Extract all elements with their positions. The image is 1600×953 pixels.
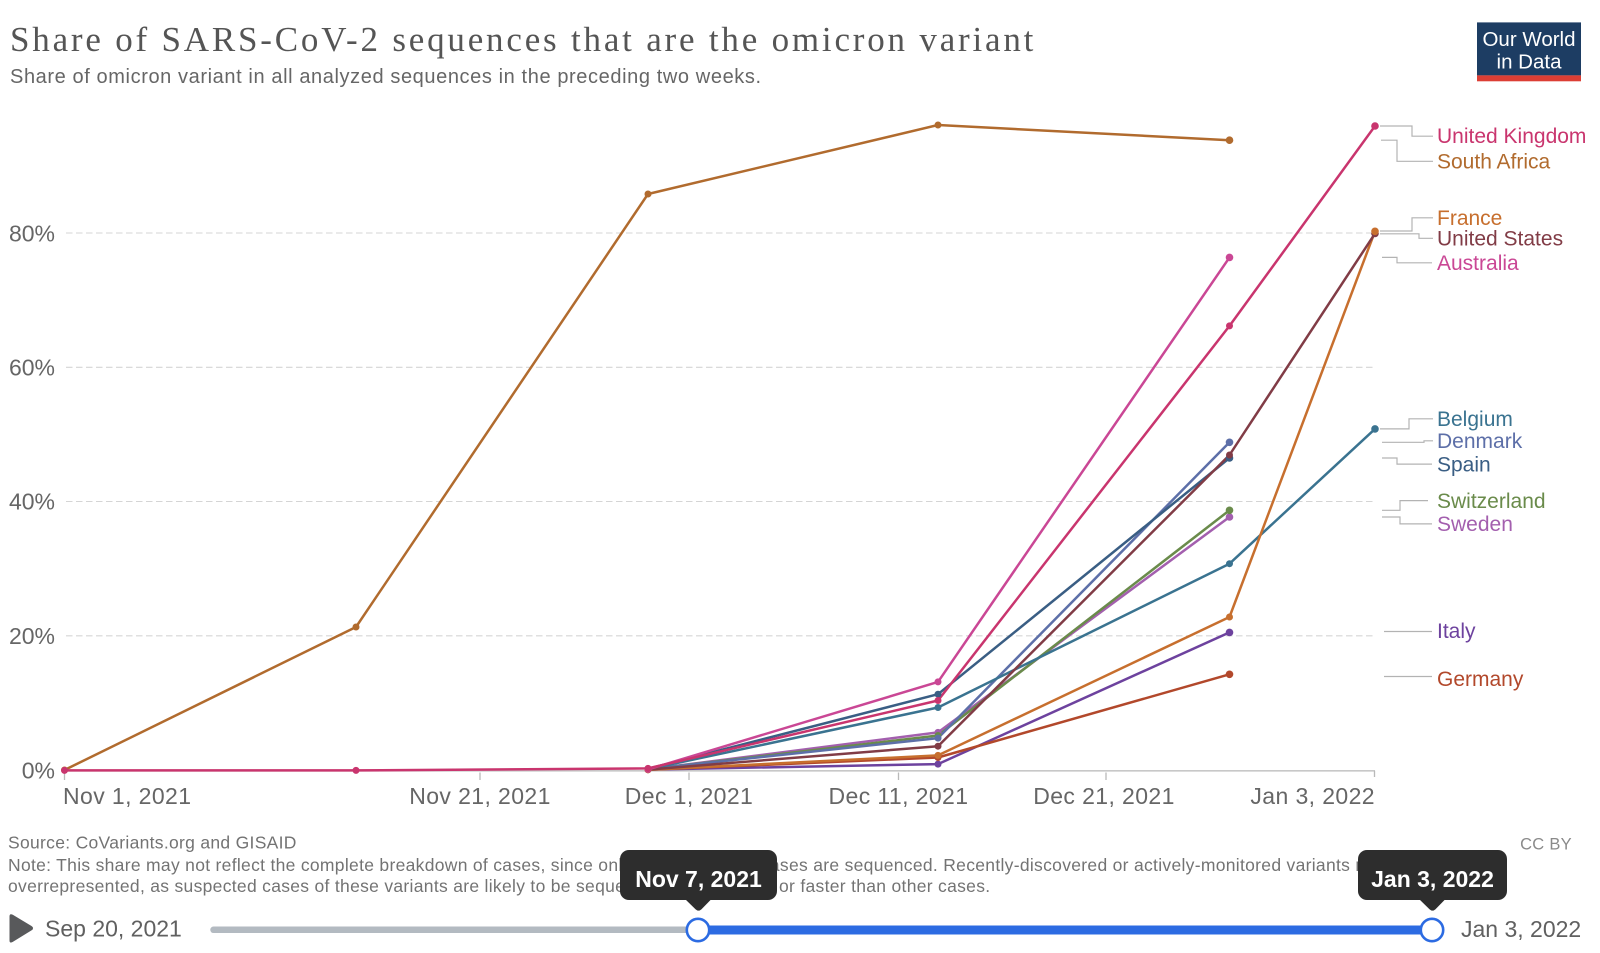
svg-text:60%: 60%	[9, 354, 55, 380]
svg-text:in Data: in Data	[1497, 51, 1563, 74]
svg-text:CC BY: CC BY	[1520, 836, 1572, 854]
svg-text:Switzerland: Switzerland	[1437, 490, 1546, 513]
svg-text:Germany: Germany	[1437, 668, 1524, 691]
svg-text:Nov 1, 2021: Nov 1, 2021	[63, 783, 191, 809]
svg-text:80%: 80%	[9, 220, 55, 246]
svg-text:Share of SARS-CoV-2 sequences: Share of SARS-CoV-2 sequences that are t…	[10, 20, 1036, 59]
svg-text:South Africa: South Africa	[1437, 151, 1551, 174]
svg-text:0%: 0%	[22, 757, 55, 783]
svg-text:40%: 40%	[9, 489, 55, 515]
svg-text:United Kingdom: United Kingdom	[1437, 125, 1586, 148]
svg-text:Sweden: Sweden	[1437, 513, 1513, 536]
svg-text:Dec 1, 2021: Dec 1, 2021	[625, 783, 753, 809]
svg-text:overrepresented, as suspected: overrepresented, as suspected cases of t…	[8, 876, 990, 896]
svg-text:France: France	[1437, 207, 1502, 230]
svg-text:Jan 3, 2022: Jan 3, 2022	[1371, 866, 1494, 892]
svg-text:Nov 7, 2021: Nov 7, 2021	[635, 866, 762, 892]
svg-text:Belgium: Belgium	[1437, 408, 1513, 431]
svg-text:Share of omicron variant in al: Share of omicron variant in all analyzed…	[10, 66, 762, 88]
svg-text:Australia: Australia	[1437, 252, 1519, 275]
svg-text:Jan 3, 2022: Jan 3, 2022	[1250, 783, 1375, 809]
svg-text:Spain: Spain	[1437, 453, 1491, 476]
svg-text:20%: 20%	[9, 623, 55, 649]
svg-text:Sep 20, 2021: Sep 20, 2021	[45, 916, 182, 942]
svg-text:Jan 3, 2022: Jan 3, 2022	[1461, 916, 1581, 942]
svg-text:Our World: Our World	[1482, 28, 1575, 51]
svg-text:Dec 11, 2021: Dec 11, 2021	[829, 783, 969, 809]
svg-text:Source: CoVariants.org and GIS: Source: CoVariants.org and GISAID	[8, 833, 297, 853]
svg-text:Dec 21, 2021: Dec 21, 2021	[1033, 783, 1175, 809]
svg-text:Nov 21, 2021: Nov 21, 2021	[409, 783, 551, 809]
svg-text:Denmark: Denmark	[1437, 430, 1523, 453]
svg-text:United States: United States	[1437, 228, 1563, 251]
svg-text:Italy: Italy	[1437, 620, 1476, 643]
